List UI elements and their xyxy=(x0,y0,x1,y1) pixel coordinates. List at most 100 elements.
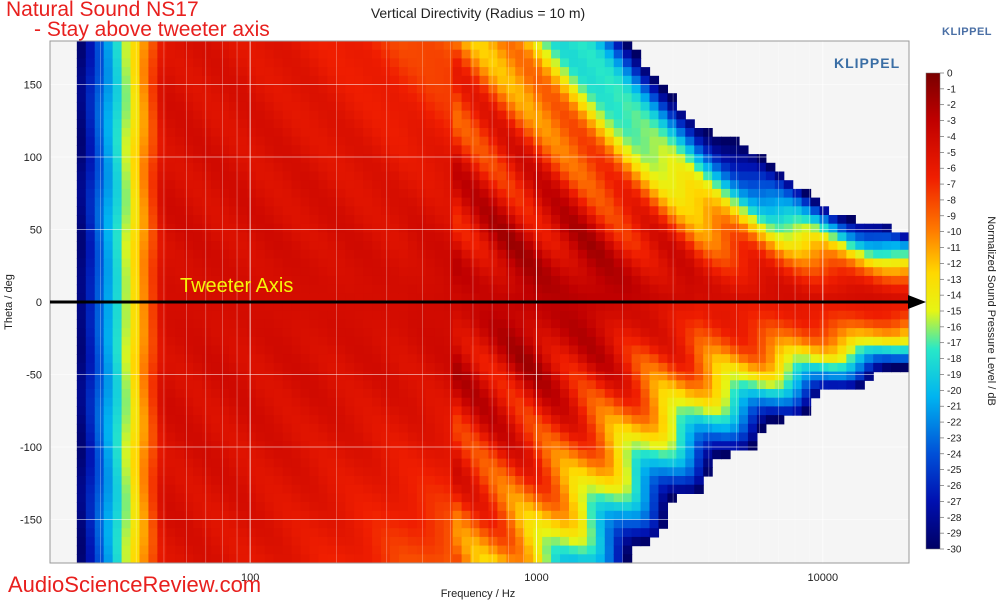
heatmap-cell xyxy=(103,519,114,529)
heatmap-cell xyxy=(604,241,615,251)
heatmap-cell xyxy=(730,432,740,442)
heatmap-cell xyxy=(327,93,337,103)
heatmap-cell xyxy=(506,302,516,312)
heatmap-cell xyxy=(873,267,883,277)
heatmap-cell xyxy=(658,310,669,320)
heatmap-cell xyxy=(193,502,203,512)
heatmap-cell xyxy=(246,397,257,407)
heatmap-cell xyxy=(488,528,498,538)
heatmap-cell xyxy=(747,267,758,277)
heatmap-cell xyxy=(327,415,337,425)
heatmap-cell xyxy=(309,267,320,277)
heatmap-cell xyxy=(560,310,570,320)
heatmap-cell xyxy=(246,519,257,529)
heatmap-cell xyxy=(667,275,677,286)
heatmap-cell xyxy=(363,119,373,129)
heatmap-cell xyxy=(202,484,212,494)
heatmap-cell xyxy=(470,432,481,442)
heatmap-cell xyxy=(443,215,454,225)
heatmap-cell xyxy=(756,215,767,225)
heatmap-cell xyxy=(613,476,624,486)
heatmap-cell xyxy=(407,171,418,181)
heatmap-cell xyxy=(318,206,328,216)
heatmap-cell xyxy=(560,119,570,129)
heatmap-cell xyxy=(76,93,87,103)
heatmap-cell xyxy=(488,458,498,468)
heatmap-cell xyxy=(434,328,445,338)
heatmap-cell xyxy=(470,67,481,77)
heatmap-cell xyxy=(506,458,516,468)
heatmap-cell xyxy=(273,67,284,77)
heatmap-cell xyxy=(76,319,87,329)
heatmap-cell xyxy=(130,136,141,146)
heatmap-cell xyxy=(363,397,373,407)
heatmap-cell xyxy=(363,249,373,260)
heatmap-cell xyxy=(730,232,740,242)
heatmap-cell xyxy=(121,275,132,286)
heatmap-cell xyxy=(273,336,284,347)
heatmap-cell xyxy=(488,275,498,286)
heatmap-cell xyxy=(515,510,525,521)
heatmap-cell xyxy=(237,476,248,486)
heatmap-cell xyxy=(121,415,132,425)
heatmap-cell xyxy=(175,58,185,68)
heatmap-cell xyxy=(560,110,570,120)
heatmap-cell xyxy=(497,502,507,512)
heatmap-cell xyxy=(568,49,579,59)
colorbar-tick-label: -29 xyxy=(947,529,962,540)
heatmap-cell xyxy=(721,267,731,277)
heatmap-cell xyxy=(542,397,552,407)
heatmap-cell xyxy=(255,101,266,112)
heatmap-cell xyxy=(300,215,311,225)
heatmap-cell xyxy=(730,397,740,407)
heatmap-cell xyxy=(318,84,328,94)
heatmap-cell xyxy=(712,293,722,303)
heatmap-cell xyxy=(85,476,96,486)
heatmap-cell xyxy=(452,528,463,538)
heatmap-cell xyxy=(461,449,472,460)
heatmap-cell xyxy=(560,171,570,181)
heatmap-cell xyxy=(568,154,579,164)
heatmap-cell xyxy=(488,206,498,216)
heatmap-cell xyxy=(595,510,606,521)
heatmap-cell xyxy=(345,441,355,451)
heatmap-cell xyxy=(139,441,150,451)
heatmap-cell xyxy=(398,267,409,277)
heatmap-cell xyxy=(425,162,436,173)
heatmap-cell xyxy=(336,197,346,207)
heatmap-cell xyxy=(506,423,516,434)
heatmap-cell xyxy=(721,441,731,451)
heatmap-cell xyxy=(398,362,409,373)
heatmap-cell xyxy=(318,354,328,364)
heatmap-cell xyxy=(649,101,660,112)
heatmap-cell xyxy=(479,458,490,468)
heatmap-cell xyxy=(694,449,704,460)
heatmap-cell xyxy=(586,197,597,207)
heatmap-cell xyxy=(372,75,382,86)
heatmap-cell xyxy=(309,519,320,529)
heatmap-cell xyxy=(76,397,87,407)
heatmap-cell xyxy=(398,84,409,94)
heatmap-cell xyxy=(175,371,185,381)
heatmap-cell xyxy=(166,449,176,460)
heatmap-cell xyxy=(640,345,651,355)
heatmap-cell xyxy=(237,171,248,181)
heatmap-cell xyxy=(184,302,194,312)
heatmap-cell xyxy=(246,145,257,155)
heatmap-cell xyxy=(345,41,355,51)
heatmap-cell xyxy=(309,371,320,381)
heatmap-cell xyxy=(855,275,865,286)
heatmap-cell xyxy=(193,223,203,233)
heatmap-cell xyxy=(121,302,132,312)
heatmap-cell xyxy=(524,162,534,173)
heatmap-cell xyxy=(246,128,257,138)
heatmap-cell xyxy=(184,467,194,477)
heatmap-cell xyxy=(443,84,454,94)
heatmap-cell xyxy=(586,502,597,512)
heatmap-cell xyxy=(837,223,847,233)
heatmap-cell xyxy=(452,371,463,381)
heatmap-cell xyxy=(756,336,767,347)
heatmap-cell xyxy=(175,293,185,303)
heatmap-cell xyxy=(139,423,150,434)
heatmap-cell xyxy=(658,180,669,190)
